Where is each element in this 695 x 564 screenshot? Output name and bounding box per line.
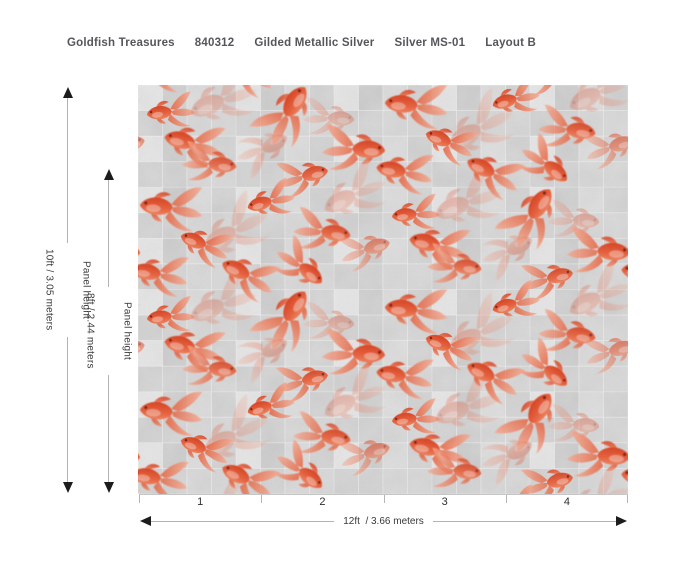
texture-grain	[138, 85, 628, 494]
dimension-line	[108, 374, 109, 482]
dimension-line	[151, 520, 335, 522]
dimension-line	[67, 336, 68, 483]
panel-height-10ft-dimension: Panel height 10ft / 3.05 meters	[44, 87, 92, 494]
layout-name: Layout B	[485, 37, 537, 49]
ruler-tick	[627, 495, 628, 503]
arrow-down-icon	[103, 482, 114, 493]
panel-cell: 3	[383, 495, 506, 514]
panel-number: 1	[197, 496, 204, 508]
panel-height-text: Panel height	[80, 261, 92, 320]
ruler-tick	[505, 495, 507, 503]
arrow-right-icon	[616, 516, 628, 526]
panel-height-8ft-dimension: Panel height 8ft / 2.44 meters	[85, 169, 133, 493]
panel-width-dimension: 12ft / 3.66 meters	[140, 514, 628, 528]
collection-name: Goldfish Treasures	[67, 37, 175, 49]
panel-height-8ft-label: Panel height 8ft / 2.44 meters	[61, 293, 157, 369]
panel-cell: 2	[261, 495, 383, 514]
colorway-name: Silver MS-01	[394, 37, 466, 49]
arrow-left-icon	[140, 516, 151, 526]
panel-height-text: Panel height	[121, 301, 133, 360]
dimension-line	[67, 98, 68, 244]
ruler-tick	[383, 495, 385, 503]
panel-cell: 1	[139, 495, 261, 514]
pattern-number: 840312	[194, 37, 235, 49]
dimension-line	[108, 180, 109, 288]
height-10ft-value: 10ft / 3.05 meters	[43, 249, 55, 331]
arrow-up-icon	[62, 87, 73, 98]
arrow-down-icon	[62, 482, 73, 494]
finish-name: Gilded Metallic Silver	[254, 37, 375, 49]
width-value-text: 12ft / 3.66 meters	[343, 515, 424, 527]
panel-height-10ft-label: Panel height 10ft / 3.05 meters	[20, 249, 116, 330]
dimension-line	[432, 520, 617, 522]
ruler-tick	[139, 495, 140, 503]
arrow-up-icon	[103, 169, 114, 180]
wallpaper-preview	[138, 85, 628, 494]
panel-ruler: 1 2 3 4	[139, 494, 628, 514]
panel-number: 4	[563, 496, 570, 508]
panel-number: 2	[319, 496, 326, 508]
header: Goldfish Treasures 840312 Gilded Metalli…	[67, 37, 536, 49]
ruler-tick	[261, 495, 263, 503]
panel-number: 3	[441, 496, 448, 508]
height-8ft-value: 8ft / 2.44 meters	[84, 293, 96, 369]
panel-cell: 4	[505, 495, 628, 514]
